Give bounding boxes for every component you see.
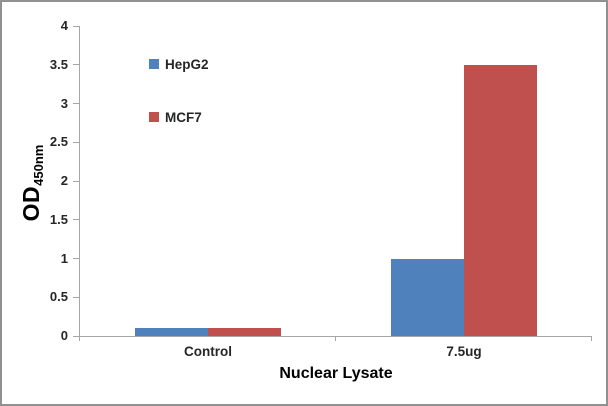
- y-tick: [73, 296, 79, 298]
- y-axis-line: [79, 26, 80, 341]
- x-category-label-7.5ug: 7.5ug: [446, 344, 482, 359]
- y-tick: [73, 103, 79, 104]
- plot-area: 0 0.5 1 1.5 2 2.5 3 3.5 4 Control 7.5ug: [50, 18, 592, 359]
- y-tick-label: 4: [60, 18, 68, 33]
- y-tick-label: 3: [60, 95, 68, 111]
- legend-label-mcf7: MCF7: [165, 109, 202, 125]
- legend-swatch-mcf7: [149, 112, 159, 122]
- y-tick-label: 0.5: [49, 289, 68, 305]
- legend-label-hepg2: HepG2: [165, 56, 209, 72]
- y-tick-label: 1: [60, 250, 68, 266]
- legend-swatch-hepg2: [149, 59, 159, 69]
- x-category-label-control: Control: [184, 344, 232, 359]
- y-tick-label: 2: [60, 173, 68, 188]
- x-tick: [79, 336, 80, 341]
- y-tick: [73, 258, 79, 259]
- y-tick: [73, 25, 79, 27]
- y-tick: [73, 180, 79, 182]
- bar-mcf7-7.5ug: [464, 64, 537, 336]
- x-axis-title: Nuclear Lysate: [279, 365, 393, 382]
- y-tick-label: 0: [60, 328, 68, 343]
- y-tick: [73, 335, 79, 337]
- legend-item-hepg2: HepG2: [149, 55, 209, 73]
- legend-item-mcf7: MCF7: [149, 108, 209, 126]
- y-tick: [73, 141, 79, 143]
- bar-mcf7-control: [208, 328, 281, 336]
- y-tick: [73, 219, 79, 221]
- y-tick-label: 3.5: [49, 56, 68, 72]
- x-tick: [591, 336, 592, 341]
- y-tick-label: 1.5: [49, 211, 68, 227]
- x-tick: [335, 336, 336, 341]
- y-tick-label: 2.5: [49, 134, 68, 150]
- bar-hepg2-7.5ug: [391, 258, 464, 336]
- y-tick: [73, 64, 79, 66]
- legend: HepG2 MCF7: [149, 55, 209, 126]
- bar-hepg2-control: [135, 328, 208, 336]
